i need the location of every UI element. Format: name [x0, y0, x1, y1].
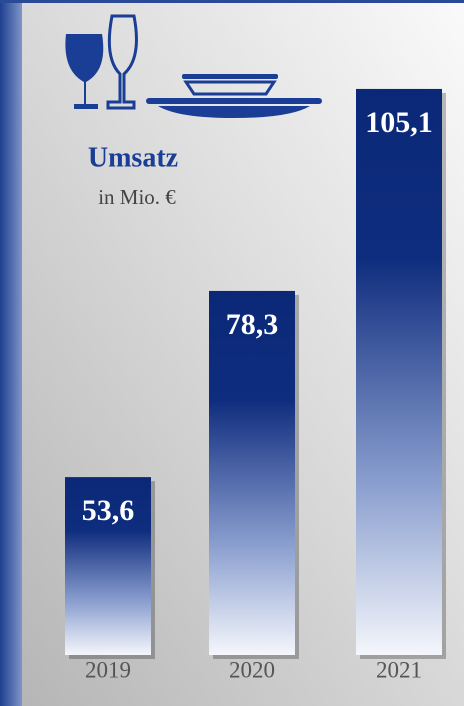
plate-icon [158, 106, 310, 118]
bowl-icon [183, 80, 277, 96]
glass-icon [106, 14, 138, 110]
value-label: 105,1 [365, 106, 433, 139]
value-label: 53,6 [82, 494, 135, 527]
x-tick-label: 2020 [229, 657, 275, 682]
bar [65, 477, 151, 655]
tableware-icon [65, 14, 322, 118]
glass-icon [65, 34, 104, 109]
chart-title: Umsatz [88, 142, 178, 173]
plate-icon [146, 98, 322, 104]
top-border [0, 0, 464, 3]
x-tick-label: 2021 [376, 657, 422, 682]
plate-icon [182, 74, 278, 79]
side-border [0, 0, 22, 706]
chart-subtitle: in Mio. € [98, 185, 176, 209]
bar [209, 290, 295, 655]
bar [356, 88, 442, 656]
x-tick-label: 2019 [85, 657, 131, 682]
value-label: 78,3 [226, 308, 279, 341]
